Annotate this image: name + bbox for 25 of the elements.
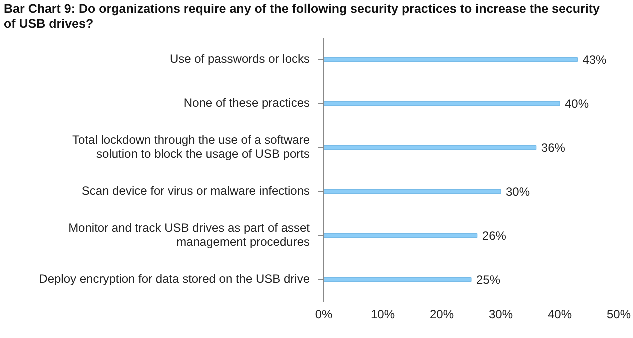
y-tick-label: Use of passwords or locks	[170, 52, 310, 66]
data-label: 36%	[541, 141, 566, 156]
x-tick-label: 50%	[606, 308, 632, 322]
x-tick-label: 30%	[488, 308, 514, 322]
bar	[324, 190, 502, 194]
data-label: 40%	[565, 97, 590, 112]
x-tick-label: 20%	[430, 308, 454, 322]
y-tick-label: Monitor and track USB drives as part of asset management procedures	[68, 221, 311, 250]
data-label: 26%	[482, 229, 507, 244]
bar	[324, 58, 578, 62]
data-label: 30%	[506, 185, 530, 200]
x-tick-label: 10%	[370, 308, 396, 322]
bar	[324, 146, 537, 150]
data-label: 43%	[582, 53, 608, 68]
data-label: 25%	[476, 273, 501, 288]
y-tick-label: Deploy encryption for data stored on the USB drive	[39, 272, 310, 286]
bar	[324, 278, 472, 282]
y-tick-label: Scan device for virus or malware infections	[82, 184, 310, 198]
bar	[324, 102, 560, 106]
y-tick-label: None of these practices	[184, 96, 310, 110]
y-tick-label: Total lockdown through the use of a software solution to block the usage of USB ports	[72, 133, 310, 162]
x-tick-label: 40%	[548, 308, 572, 322]
x-tick-label: 0%	[315, 308, 333, 322]
bar	[324, 234, 478, 238]
chart-title: Bar Chart 9: Do organizations require any of the following security practices to increase the security of USB drives?	[3, 1, 601, 32]
